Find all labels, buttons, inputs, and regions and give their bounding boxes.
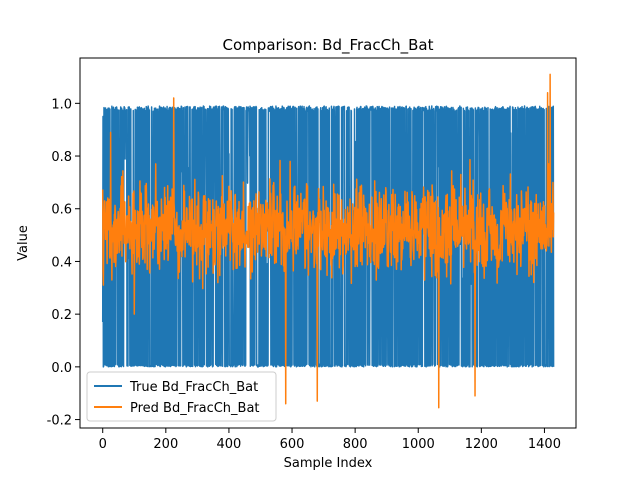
plot-frame bbox=[79, 57, 577, 429]
x-axis-label: Sample Index bbox=[284, 456, 373, 471]
chart-title: Comparison: Bd_FracCh_Bat bbox=[223, 36, 434, 55]
x-tick-label: 800 bbox=[343, 437, 368, 452]
x-tick-label: 200 bbox=[153, 437, 178, 452]
y-tick-label: 1.0 bbox=[51, 97, 72, 112]
plot-series bbox=[101, 73, 555, 409]
y-tick-label: 0.8 bbox=[51, 150, 72, 165]
series-line-pred bbox=[101, 73, 555, 409]
y-tick-label: 0.4 bbox=[51, 255, 72, 270]
x-tick-label: 1000 bbox=[402, 437, 435, 452]
y-tick-label: 0.6 bbox=[51, 203, 72, 218]
y-tick-label: -0.2 bbox=[47, 414, 72, 429]
y-axis: -0.2 0.0 0.2 0.4 0.6 0.8 1.0 bbox=[47, 97, 80, 429]
x-axis: 0 200 400 600 800 1000 1200 1400 bbox=[99, 428, 561, 452]
y-axis-label: Value bbox=[16, 225, 31, 261]
legend: True Bd_FracCh_Bat Pred Bd_FracCh_Bat bbox=[86, 371, 277, 422]
x-tick-label: 1400 bbox=[528, 437, 561, 452]
legend-box bbox=[86, 371, 277, 422]
y-tick-label: 0.2 bbox=[51, 308, 72, 323]
x-tick-label: 1200 bbox=[465, 437, 498, 452]
x-tick-label: 400 bbox=[217, 437, 242, 452]
legend-label-true: True Bd_FracCh_Bat bbox=[129, 380, 258, 395]
x-tick-label: 0 bbox=[99, 437, 107, 452]
x-tick-label: 600 bbox=[280, 437, 305, 452]
legend-label-pred: Pred Bd_FracCh_Bat bbox=[130, 401, 260, 416]
y-tick-label: 0.0 bbox=[51, 361, 72, 376]
